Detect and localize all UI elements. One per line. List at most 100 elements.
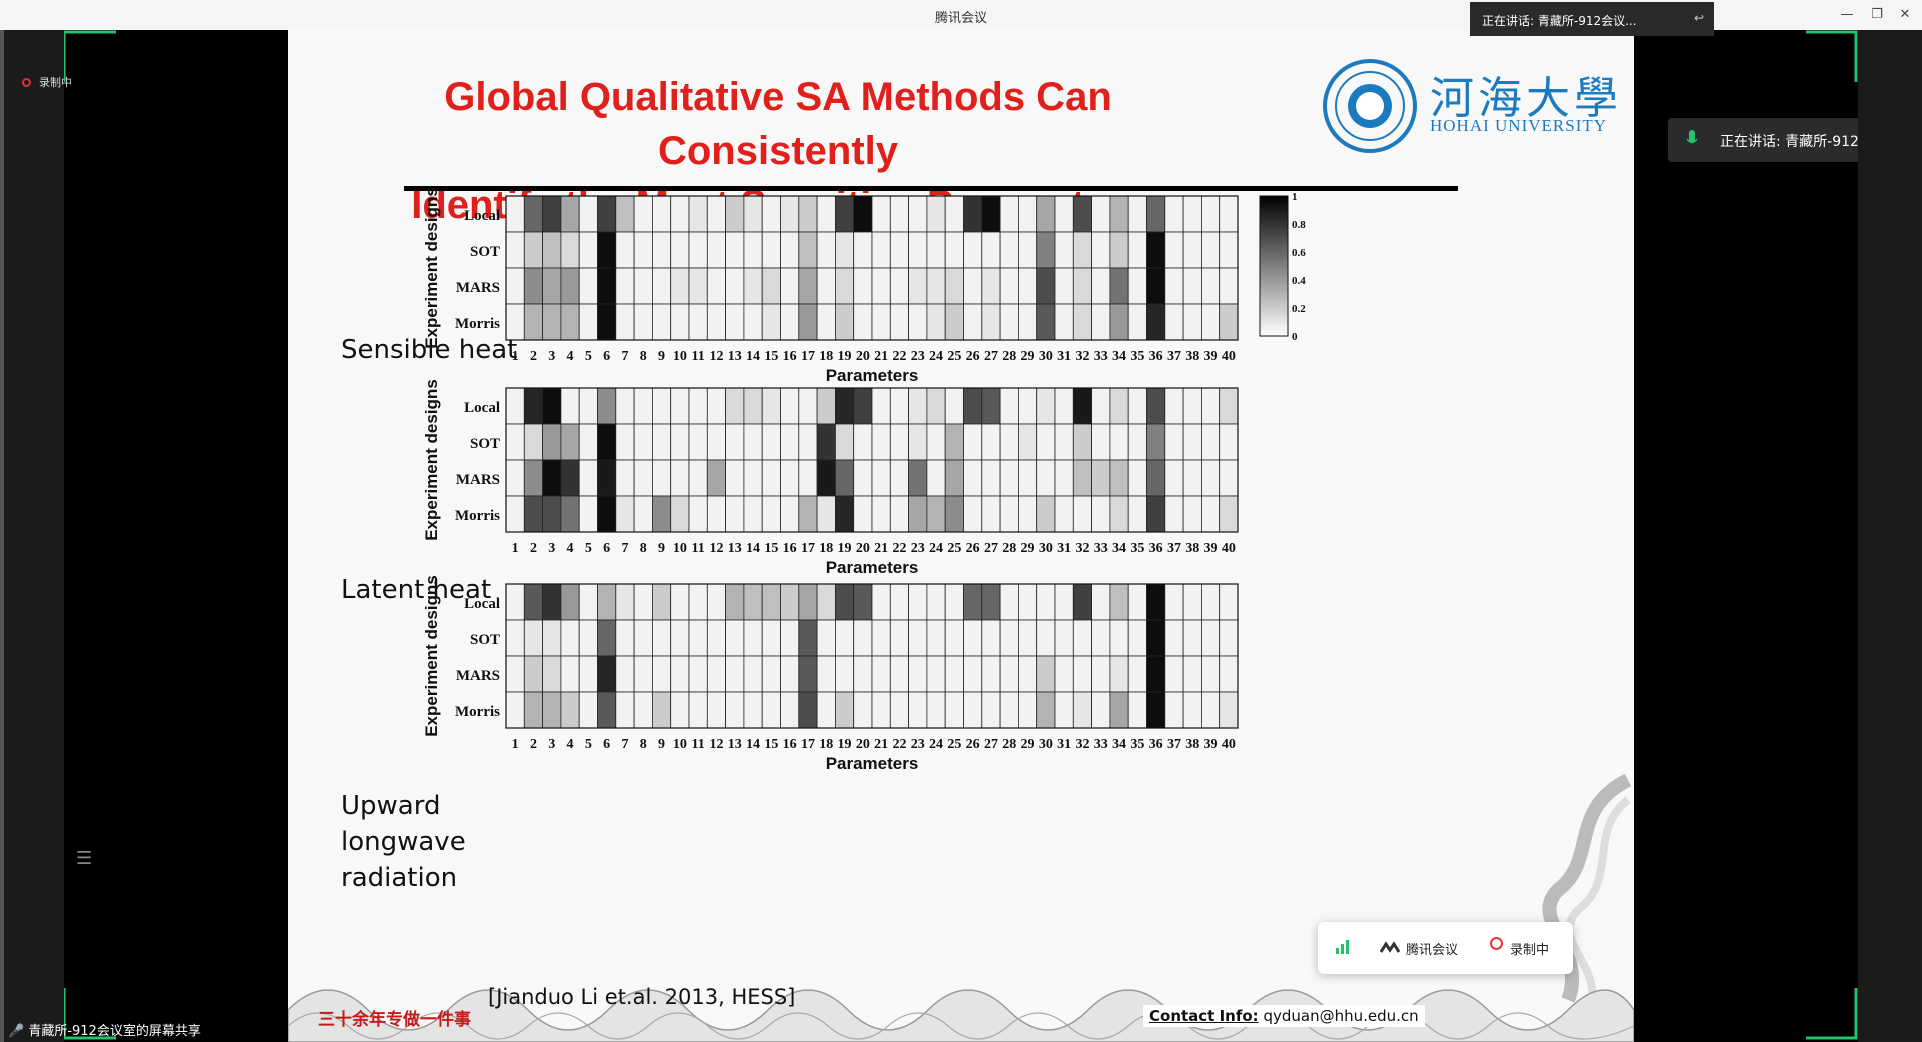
frame-corner-top-left: [64, 30, 116, 82]
heatmap-cell: [853, 195, 873, 233]
heatmap-cell: [1164, 495, 1184, 533]
heatmap-cell: [1072, 195, 1092, 233]
x-tick-label: 37: [1167, 737, 1181, 752]
row-label-local: Local: [464, 208, 500, 224]
heatmap-cell: [981, 231, 1001, 269]
heatmap-cell: [615, 231, 635, 269]
toolbar-record-label[interactable]: 录制中: [1510, 943, 1550, 958]
heatmap-cell: [633, 495, 653, 533]
heatmap-cell: [651, 387, 672, 425]
heatmap-cell: [688, 387, 708, 425]
x-tick-label: 22: [892, 349, 906, 364]
x-tick-label: 6: [603, 541, 610, 556]
speaker-popup[interactable]: 正在讲话: 青藏所-912会议... ↩: [1470, 2, 1714, 36]
heatmap-cell: [1127, 655, 1147, 693]
x-tick-label: 5: [585, 737, 592, 752]
heatmap-cell: [1036, 267, 1056, 305]
reply-icon[interactable]: ↩: [1693, 11, 1704, 25]
heatmap-cell: [999, 583, 1019, 621]
microphone-icon: [1686, 130, 1698, 144]
x-tick-label: 13: [728, 541, 742, 556]
heatmap-cell: [706, 619, 726, 657]
x-tick-label: 19: [838, 541, 852, 556]
close-button[interactable]: ✕: [1899, 7, 1911, 22]
list-menu-icon[interactable]: ☰: [76, 848, 93, 869]
heatmap-cell: [1127, 267, 1147, 305]
heatmap-cell: [981, 267, 1001, 305]
heatmap-cell: [1127, 459, 1147, 497]
heatmap-cell: [688, 619, 708, 657]
heatmap-cell: [999, 655, 1019, 693]
heatmap-cell: [597, 303, 617, 341]
heatmap-cell: [1182, 423, 1202, 461]
row-label-morris: Morris: [455, 704, 500, 720]
heatmap-cell: [523, 267, 544, 305]
contact-info: Contact Info: qyduan@hhu.edu.cn: [1143, 1005, 1425, 1027]
minimize-button[interactable]: —: [1840, 7, 1854, 22]
x-tick-label: 1: [512, 541, 519, 556]
heatmap-cell: [853, 495, 873, 533]
heatmap-cell: [1201, 231, 1221, 269]
heatmap-cell: [761, 231, 781, 269]
heatmap-cell: [670, 423, 690, 461]
heatmap-cell: [926, 459, 946, 497]
x-tick-label: 23: [911, 737, 925, 752]
heatmap-cell: [1091, 655, 1111, 693]
x-tick-label: 34: [1112, 349, 1126, 364]
heatmap-cell: [1036, 583, 1056, 621]
x-tick-label: 36: [1149, 349, 1163, 364]
heatmap-cell: [523, 583, 544, 621]
x-tick-label: 1: [512, 349, 519, 364]
row-label-local: Local: [464, 596, 500, 612]
heatmap-cell: [706, 231, 726, 269]
heatmap-cell: [651, 303, 672, 341]
heatmap-cell: [816, 495, 836, 533]
heatmap-cell: [1219, 267, 1239, 305]
heatmap-cell: [1054, 495, 1074, 533]
heatmap-cell: [981, 495, 1001, 533]
heatmap-cell: [560, 691, 580, 729]
heatmap-cell: [578, 195, 598, 233]
x-tick-label: 4: [567, 541, 574, 556]
heatmap-cell: [1127, 231, 1147, 269]
x-tick-label: 24: [929, 349, 943, 364]
heatmap-cell: [1091, 303, 1111, 341]
meeting-floating-toolbar[interactable]: 腾讯会议 录制中: [1318, 922, 1573, 974]
slogan-text: 三十余年专做一件事: [318, 1010, 471, 1030]
heatmap-cell: [1018, 231, 1038, 269]
heatmap-cell: [761, 303, 781, 341]
heatmap-cell: [1146, 619, 1166, 657]
restore-button[interactable]: ❐: [1871, 7, 1883, 22]
heatmap-cell: [926, 423, 946, 461]
heatmap-cell: [871, 387, 891, 425]
heatmap-cell: [780, 495, 800, 533]
heatmap-cell: [1182, 619, 1202, 657]
heatmap-cell: [505, 583, 525, 621]
heatmap-cell: [560, 195, 580, 233]
heatmap-cell: [578, 619, 598, 657]
heatmap-cell: [816, 459, 836, 497]
left-panel: [0, 30, 64, 1042]
speaker-badge: 正在讲话: 青藏所-912: [1668, 118, 1858, 162]
heatmap-cell: [798, 459, 818, 497]
x-tick-label: 1: [512, 737, 519, 752]
heatmap-cell: [1182, 655, 1202, 693]
heatmap-cell: [670, 583, 690, 621]
heatmap-cell: [597, 423, 617, 461]
x-tick-label: 21: [874, 349, 888, 364]
heatmap-cell: [1054, 619, 1074, 657]
row-label-latent-heat: Latent heat: [341, 575, 492, 605]
microphone-icon: 🎤: [8, 1024, 25, 1039]
x-tick-label: 12: [709, 541, 723, 556]
heatmap-cell: [651, 495, 672, 533]
heatmap-cell: [816, 267, 836, 305]
toolbar-app-label[interactable]: 腾讯会议: [1406, 943, 1459, 958]
heatmap-cell: [743, 387, 763, 425]
heatmap-cell: [1127, 195, 1147, 233]
heatmap-cell: [505, 619, 525, 657]
x-tick-label: 36: [1149, 737, 1163, 752]
heatmap-cell: [999, 423, 1019, 461]
heatmap-cell: [688, 691, 708, 729]
x-tick-label: 32: [1075, 349, 1089, 364]
heatmap-cell: [853, 583, 873, 621]
